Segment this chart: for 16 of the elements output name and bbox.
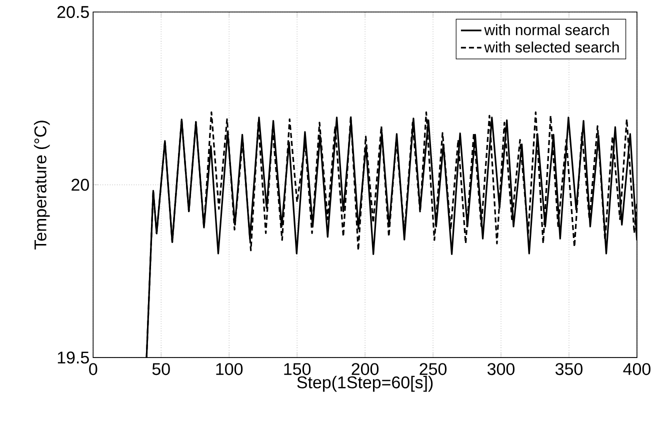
y-tick-label: 20.5 <box>57 6 89 18</box>
x-tick-label: 300 <box>488 363 514 376</box>
x-tick-label: 150 <box>284 363 311 376</box>
x-tick-label: 50 <box>152 363 170 376</box>
x-tick-label: 100 <box>216 363 243 376</box>
x-tick-label: 400 <box>623 363 650 376</box>
y-tick-label: 20 <box>72 178 89 191</box>
x-tick-label: 250 <box>420 363 447 376</box>
legend-label: with selected search <box>484 42 619 53</box>
legend-label: with normal search <box>484 24 609 36</box>
x-axis-title: Step(1Step=60[s]) <box>297 376 433 392</box>
x-tick-label: 350 <box>555 363 582 376</box>
y-axis-title: Temperature (°C) <box>34 120 50 250</box>
x-tick-label: 0 <box>89 363 98 376</box>
y-tick-label: 19.5 <box>58 352 89 364</box>
x-tick-label: 200 <box>352 363 379 376</box>
